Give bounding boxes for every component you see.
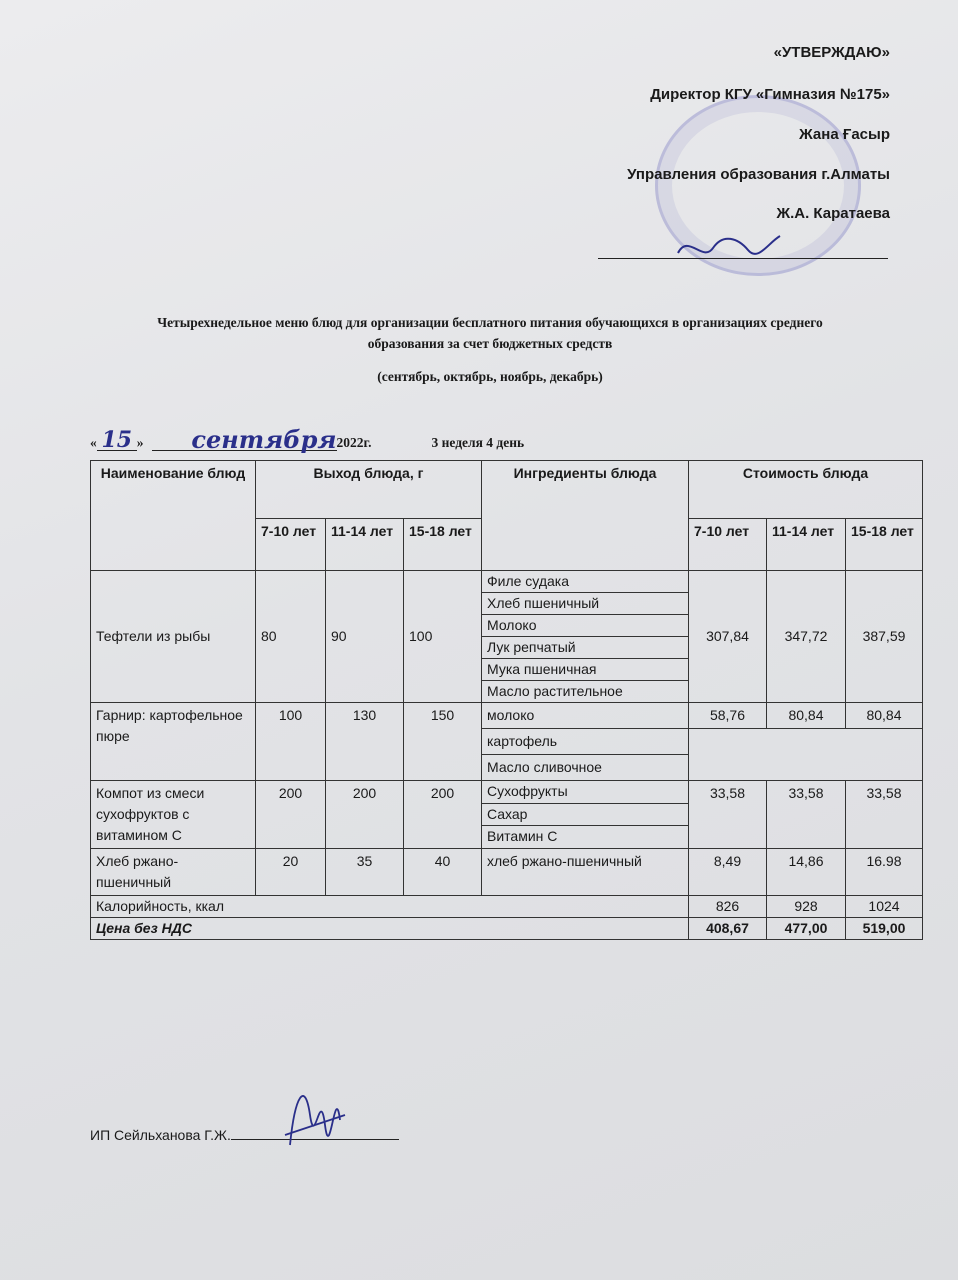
- yield-value: 90: [325, 570, 404, 703]
- cost-value: 16.98: [845, 848, 923, 896]
- ingredient: Мука пшеничная: [481, 658, 689, 681]
- contractor-signature: [284, 1095, 346, 1146]
- dish-name: Компот из смеси сухофруктов с витамином …: [90, 780, 256, 849]
- ingredient: Сухофрукты: [481, 780, 689, 804]
- cost-value: 307,84: [688, 570, 767, 703]
- approval-department: Управления образования г.Алматы: [627, 166, 890, 183]
- price-value: 519,00: [845, 917, 923, 940]
- cost-value: 33,58: [845, 780, 923, 849]
- ingredient: Сахар: [481, 802, 689, 827]
- calories-value: 928: [766, 895, 846, 918]
- ingredient: Витамин С: [481, 825, 689, 849]
- empty-cost-cell: [688, 728, 923, 781]
- cost-value: 14,86: [766, 848, 846, 896]
- menu-table: Наименование блюд Выход блюда, г Ингреди…: [90, 460, 923, 940]
- yield-value: 80: [255, 570, 326, 703]
- cost-value: 33,58: [766, 780, 846, 849]
- cost-value: 8,49: [688, 848, 767, 896]
- yield-value: 20: [255, 848, 326, 896]
- approval-director: Директор КГУ «Гимназия №175»: [650, 86, 890, 103]
- header-cost-age: 11-14 лет: [766, 518, 846, 571]
- week-day: 3 неделя 4 день: [431, 435, 525, 450]
- approval-name: Ж.А. Каратаева: [776, 205, 890, 222]
- ingredient: Масло сливочное: [481, 754, 689, 781]
- official-stamp: [655, 95, 861, 276]
- dish-name: Тефтели из рыбы: [90, 570, 256, 703]
- cost-value: 387,59: [845, 570, 923, 703]
- header-yield-age: 15-18 лет: [403, 518, 482, 571]
- yield-value: 200: [325, 780, 404, 849]
- calories-value: 826: [688, 895, 767, 918]
- ingredient: Лук репчатый: [481, 636, 689, 659]
- header-cost: Стоимость блюда: [688, 460, 923, 519]
- price-label: Цена без НДС: [90, 917, 689, 940]
- cost-value: 58,76: [688, 702, 767, 729]
- approval-heading: «УТВЕРЖДАЮ»: [773, 44, 890, 61]
- yield-value: 100: [255, 702, 326, 781]
- date-line: « 15 » сентября 2022г. 3 неделя 4 день: [90, 428, 525, 452]
- approval-signature-line: [598, 258, 888, 259]
- header-cost-age: 7-10 лет: [688, 518, 767, 571]
- title-line1: Четырехнедельное меню блюд для организац…: [157, 315, 823, 330]
- ingredient: Хлеб пшеничный: [481, 592, 689, 615]
- ingredient: Масло растительное: [481, 680, 689, 703]
- title-months: (сентябрь, октябрь, ноябрь, декабрь): [377, 369, 603, 384]
- dish-name: Хлеб ржано-пшеничный: [90, 848, 256, 896]
- header-cost-age: 15-18 лет: [845, 518, 923, 571]
- signature-block: ИП Сейльханова Г.Ж.: [90, 1127, 399, 1143]
- signature-label: ИП Сейльханова Г.Ж.: [90, 1127, 231, 1143]
- table-row: Гарнир: картофельное пюре 100 130 150 мо…: [90, 702, 923, 781]
- yield-value: 200: [403, 780, 482, 849]
- yield-value: 100: [403, 570, 482, 703]
- header-yield-age: 7-10 лет: [255, 518, 326, 571]
- ingredient: картофель: [481, 728, 689, 755]
- table-row: Компот из смеси сухофруктов с витамином …: [90, 780, 923, 849]
- header-ingredients: Ингредиенты блюда: [481, 460, 689, 571]
- ingredient: Молоко: [481, 614, 689, 637]
- table-row: Хлеб ржано-пшеничный 20 35 40 хлеб ржано…: [90, 848, 923, 896]
- price-value: 477,00: [766, 917, 846, 940]
- ingredient: хлеб ржано-пшеничный: [481, 848, 689, 896]
- calories-row: Калорийность, ккал 826 928 1024: [90, 895, 923, 918]
- calories-label: Калорийность, ккал: [90, 895, 689, 918]
- ingredient: молоко: [481, 702, 689, 729]
- calories-value: 1024: [845, 895, 923, 918]
- director-signature: [677, 235, 781, 255]
- header-yield-age: 11-14 лет: [325, 518, 404, 571]
- cost-value: 33,58: [688, 780, 767, 849]
- yield-value: 200: [255, 780, 326, 849]
- title-line2: образования за счет бюджетных средств: [367, 336, 613, 351]
- quote-close: »: [136, 435, 144, 450]
- cost-value: 80,84: [766, 702, 846, 729]
- date-day: 15: [96, 429, 137, 451]
- cost-value: 347,72: [766, 570, 846, 703]
- price-row: Цена без НДС 408,67 477,00 519,00: [90, 917, 923, 940]
- date-year: 2022г.: [336, 435, 372, 450]
- yield-value: 150: [403, 702, 482, 781]
- quote-open: «: [90, 435, 97, 450]
- cost-value: 80,84: [845, 702, 923, 729]
- header-dish: Наименование блюд: [90, 460, 256, 571]
- price-value: 408,67: [688, 917, 767, 940]
- approval-school: Жана Ғасыр: [799, 126, 890, 143]
- yield-value: 40: [403, 848, 482, 896]
- table-row: Тефтели из рыбы 80 90 100 Филе судака 30…: [90, 570, 923, 703]
- ingredient: Филе судака: [481, 570, 689, 593]
- dish-name: Гарнир: картофельное пюре: [90, 702, 256, 781]
- yield-value: 130: [325, 702, 404, 781]
- yield-value: 35: [325, 848, 404, 896]
- header-yield: Выход блюда, г: [255, 460, 482, 519]
- date-month: сентября: [151, 428, 337, 452]
